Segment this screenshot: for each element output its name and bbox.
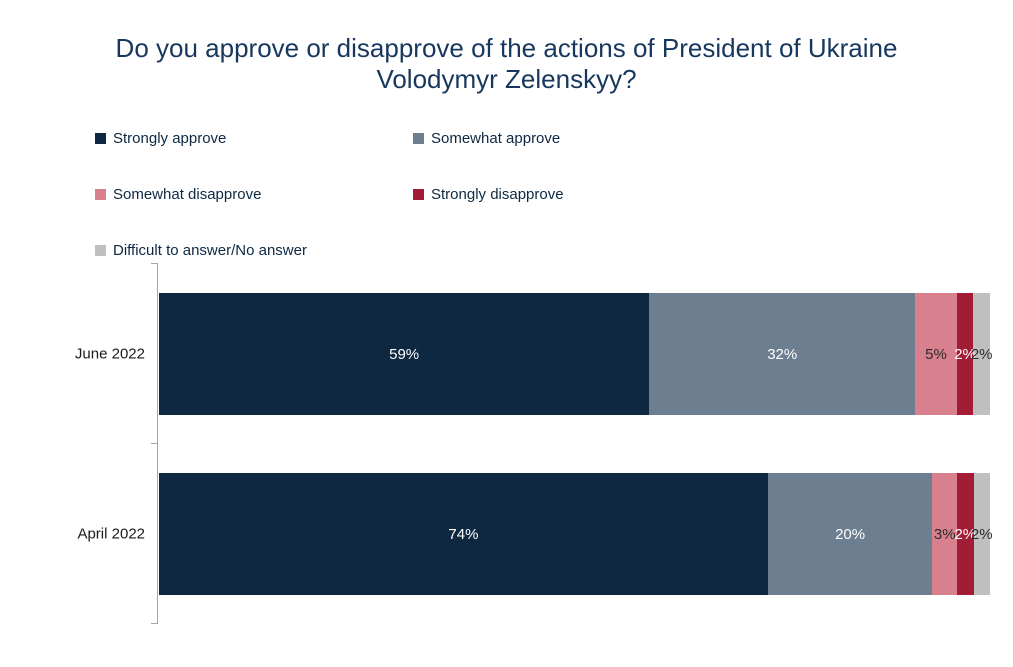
segment-value-label: 59% [389,345,420,363]
legend-label: Somewhat disapprove [113,186,262,203]
legend-swatch [413,133,424,144]
bar-segment: 59% [159,293,650,415]
chart-title-line1: Do you approve or disapprove of the acti… [115,33,898,63]
segment-value-label: 74% [448,525,479,543]
bar-segment: 3% [932,473,958,595]
segment-value-label: 2% [954,345,976,363]
segment-value-label: 20% [835,525,866,543]
legend-label: Strongly approve [113,130,227,147]
segment-value-label: 2% [970,345,993,363]
bar-segment: 32% [649,293,916,415]
legend-label: Strongly disapprove [431,186,564,203]
bar-segment: 5% [915,293,957,415]
legend-swatch [413,189,424,200]
bar-segment: 74% [159,473,768,595]
bar-segment: 2% [954,473,977,595]
legend-item: Somewhat approve [413,130,731,147]
segment-value-label: 2% [970,525,993,543]
chart-legend: Strongly approve Somewhat approve Somewhat… [95,130,1005,259]
bar-row: June 2022 59% 32% 5% 2% 2% [0,293,1013,415]
bar-track: 74% 20% 3% 2% 2% [159,473,993,595]
axis-tick [151,443,158,444]
legend-swatch [95,133,106,144]
bar-segment: 2% [970,293,993,415]
legend-label: Difficult to answer/No answer [113,242,307,259]
bar-segment: 2% [954,293,976,415]
legend-label: Somewhat approve [431,130,561,147]
segment-value-label: 32% [767,345,798,363]
category-label: June 2022 [74,345,145,363]
bar-row: April 2022 74% 20% 3% 2% 2% [0,473,1013,595]
legend-item: Strongly approve [95,130,413,147]
legend-swatch [95,245,106,256]
legend-swatch [95,189,106,200]
axis-tick [151,263,158,264]
chart-title-line2: Volodymyr Zelenskyy? [376,64,637,94]
axis-tick [151,623,158,624]
segment-value-label: 2% [954,525,977,543]
legend-item: Somewhat disapprove [95,186,413,203]
category-label: April 2022 [77,525,145,543]
chart-title: Do you approve or disapprove of the acti… [0,33,1013,95]
legend-item: Difficult to answer/No answer [95,242,413,259]
bar-segment: 2% [970,473,993,595]
segment-value-label: 3% [933,525,956,543]
bar-track: 59% 32% 5% 2% 2% [159,293,993,415]
segment-value-label: 5% [925,345,947,363]
bar-segment: 20% [767,473,933,595]
legend-item: Strongly disapprove [413,186,731,203]
